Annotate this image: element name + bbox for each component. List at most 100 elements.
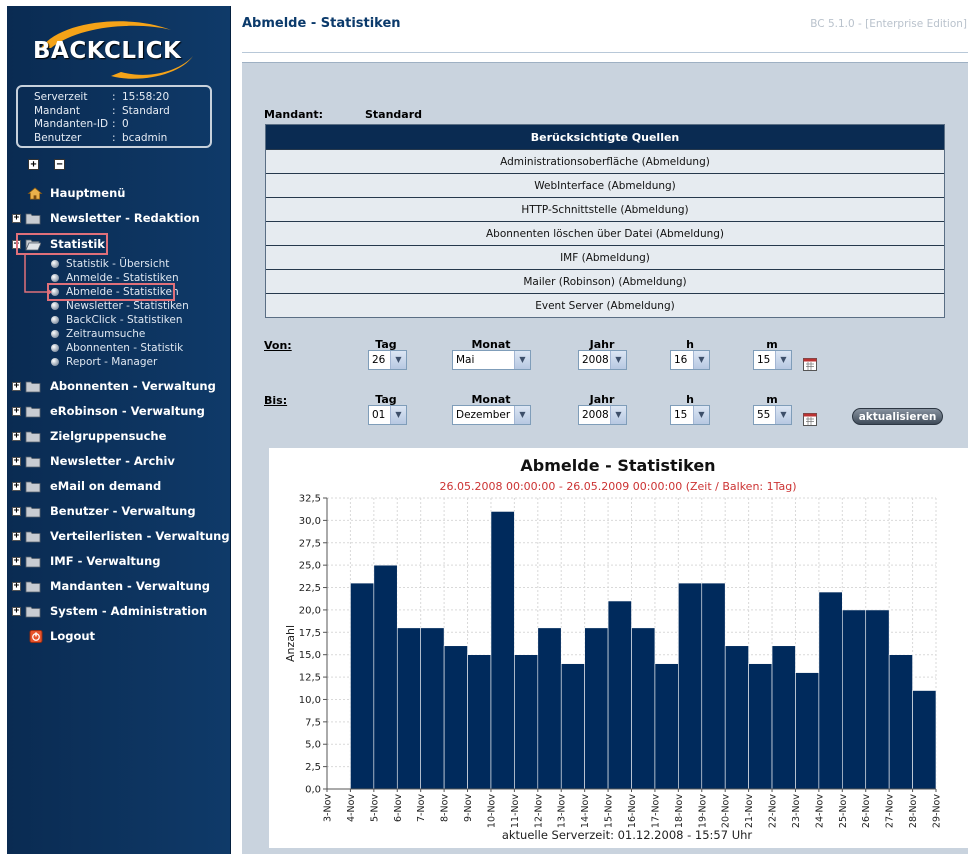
bar <box>396 627 421 790</box>
pointer-arrow-icon <box>24 254 52 294</box>
sub-item-statistik-uebersicht[interactable]: Statistik - Übersicht <box>51 257 169 271</box>
chart-footer: aktuelle Serverzeit: 01.12.2008 - 15:57 … <box>502 828 753 842</box>
folder-icon <box>25 213 41 224</box>
x-tick-label: 23-Nov <box>791 794 802 828</box>
y-tick-label: 27,5 <box>299 538 321 549</box>
folder-icon <box>25 556 41 567</box>
folder-icon <box>25 481 41 492</box>
y-tick-label: 12,5 <box>299 673 321 684</box>
bar <box>514 654 539 790</box>
sources-table-row: Abonnenten löschen über Datei (Abmeldung… <box>266 221 944 245</box>
von-tag-heading: Tag <box>375 338 397 351</box>
bullet-icon <box>51 358 59 366</box>
calendar-icon[interactable] <box>803 358 817 371</box>
logout-icon <box>29 629 43 643</box>
expand-icon[interactable]: + <box>12 480 21 491</box>
chart-panel: Abmelde - Statistiken 26.05.2008 00:00:00… <box>269 448 968 848</box>
x-tick-label: 28-Nov <box>908 794 919 828</box>
sources-table-row: WebInterface (Abmeldung) <box>266 173 944 197</box>
bar <box>701 582 726 790</box>
bar <box>795 672 820 790</box>
bis-m-select[interactable]: 55 ▼ <box>753 405 792 425</box>
bar <box>771 645 796 790</box>
expand-all-button[interactable]: + <box>28 159 39 170</box>
y-tick-label: 7,5 <box>305 717 321 728</box>
von-jahr-select[interactable]: 2008 ▼ <box>578 350 627 370</box>
x-tick-label: 3-Nov <box>323 794 334 822</box>
expand-icon[interactable]: + <box>12 405 21 416</box>
y-tick-label: 17,5 <box>299 628 321 639</box>
bar <box>865 609 890 790</box>
sources-table-header: Berücksichtigte Quellen <box>266 125 944 149</box>
expand-icon[interactable]: + <box>12 380 21 391</box>
bar <box>537 627 562 790</box>
bis-jahr-select[interactable]: 2008 ▼ <box>578 405 627 425</box>
chevron-down-icon: ▼ <box>514 351 530 369</box>
sub-item-backclick-statistiken[interactable]: BackClick - Statistiken <box>51 313 183 327</box>
sub-item-report-manager[interactable]: Report - Manager <box>51 355 157 369</box>
sub-item-zeitraumsuche[interactable]: Zeitraumsuche <box>51 327 145 341</box>
bis-monat-select[interactable]: Dezember ▼ <box>452 405 531 425</box>
x-tick-label: 7-Nov <box>416 794 427 822</box>
folder-icon <box>25 531 41 542</box>
x-tick-label: 15-Nov <box>604 794 615 828</box>
x-tick-label: 16-Nov <box>627 794 638 828</box>
x-tick-label: 5-Nov <box>369 794 380 822</box>
x-tick-label: 12-Nov <box>533 794 544 828</box>
von-tag-select[interactable]: 26 ▼ <box>368 350 407 370</box>
chevron-down-icon: ▼ <box>775 351 791 369</box>
sub-item-anmelde-statistiken[interactable]: Anmelde - Statistiken <box>51 271 179 285</box>
x-tick-label: 10-Nov <box>486 794 497 828</box>
expand-icon[interactable]: + <box>12 530 21 541</box>
x-tick-label: 24-Nov <box>814 794 825 828</box>
x-tick-label: 4-Nov <box>346 794 357 822</box>
info-row-benutzer: Benutzer: bcadmin <box>34 131 168 144</box>
von-m-select[interactable]: 15 ▼ <box>753 350 792 370</box>
sources-table-row: Event Server (Abmeldung) <box>266 293 944 317</box>
sub-item-newsletter-statistiken[interactable]: Newsletter - Statistiken <box>51 299 189 313</box>
sub-item-abonnenten-statistik[interactable]: Abonnenten - Statistik <box>51 341 183 355</box>
bar <box>420 627 445 790</box>
aktualisieren-button[interactable]: aktualisieren <box>852 408 943 425</box>
session-info-box: Serverzeit:15:58:20 Mandant: Standard Man… <box>16 85 212 148</box>
bis-h-select[interactable]: 15 ▼ <box>670 405 710 425</box>
expand-icon[interactable]: + <box>12 430 21 441</box>
chevron-down-icon: ▼ <box>390 406 406 424</box>
y-tick-label: 0,0 <box>305 785 321 796</box>
y-axis-label: Anzahl <box>284 625 297 662</box>
bis-tag-heading: Tag <box>375 393 397 406</box>
expand-icon[interactable]: + <box>12 212 21 223</box>
expand-icon[interactable]: + <box>12 580 21 591</box>
logo-swoosh-icon <box>41 21 193 79</box>
von-monat-select[interactable]: Mai ▼ <box>452 350 531 370</box>
x-tick-label: 20-Nov <box>721 794 732 828</box>
y-tick-label: 25,0 <box>299 561 321 572</box>
y-tick-label: 30,0 <box>299 516 321 527</box>
von-h-select[interactable]: 16 ▼ <box>670 350 710 370</box>
x-tick-label: 14-Nov <box>580 794 591 828</box>
bis-tag-select[interactable]: 01 ▼ <box>368 405 407 425</box>
collapse-all-button[interactable]: − <box>54 159 65 170</box>
x-tick-label: 6-Nov <box>393 794 404 822</box>
calendar-icon[interactable] <box>803 413 817 426</box>
expand-icon[interactable]: + <box>12 455 21 466</box>
bar <box>607 600 632 790</box>
bullet-icon <box>51 288 59 296</box>
y-tick-label: 10,0 <box>299 695 321 706</box>
bullet-icon <box>51 344 59 352</box>
expand-icon[interactable]: + <box>12 555 21 566</box>
bar <box>443 645 468 790</box>
expand-icon[interactable]: + <box>12 505 21 516</box>
sub-item-abmelde-statistiken[interactable]: Abmelde - Statistiken <box>51 285 179 299</box>
folder-icon <box>25 506 41 517</box>
expand-icon[interactable]: + <box>12 605 21 616</box>
chevron-down-icon: ▼ <box>693 351 709 369</box>
info-row-mandant: Mandant: Standard <box>34 104 170 117</box>
x-tick-label: 17-Nov <box>650 794 661 828</box>
sidebar: BACKCLICK Serverzeit:15:58:20 Mandant: St… <box>7 6 231 854</box>
x-tick-label: 18-Nov <box>674 794 685 828</box>
folder-icon <box>25 606 41 617</box>
chart-title: Abmelde - Statistiken <box>520 456 715 475</box>
sources-table-row: IMF (Abmeldung) <box>266 245 944 269</box>
bar <box>654 663 679 790</box>
